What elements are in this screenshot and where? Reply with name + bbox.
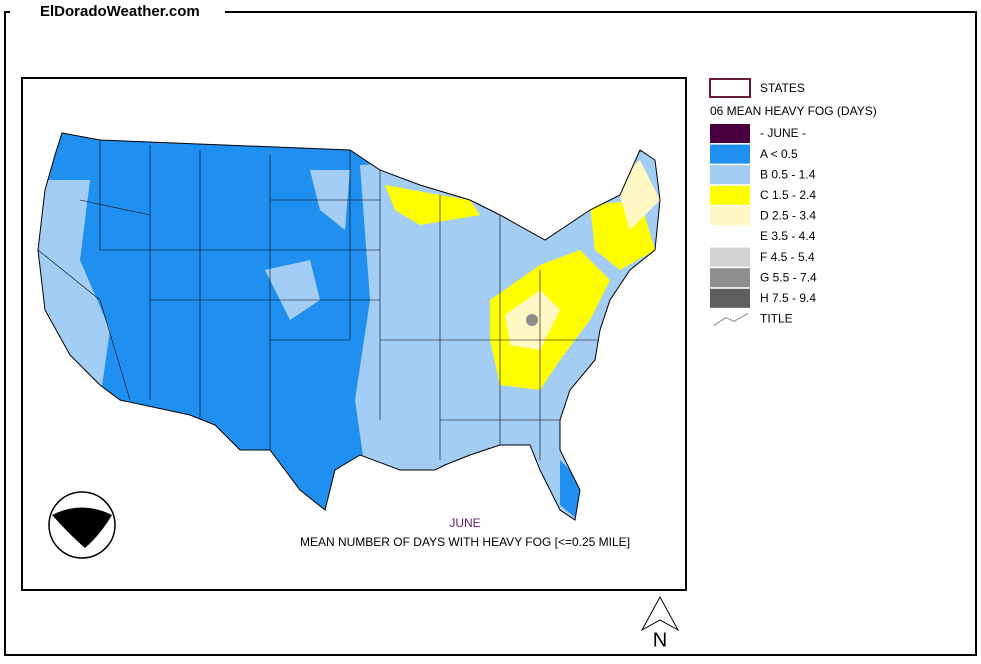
legend-line-label: TITLE bbox=[760, 312, 793, 326]
legend-line-icon bbox=[713, 312, 749, 326]
state-lines bbox=[38, 140, 600, 460]
legend-label: B 0.5 - 1.4 bbox=[760, 167, 816, 181]
legend-swatch bbox=[710, 247, 750, 267]
legend-label: G 5.5 - 7.4 bbox=[760, 270, 817, 284]
legend-label: C 1.5 - 2.4 bbox=[760, 188, 816, 202]
legend-label: A < 0.5 bbox=[760, 147, 798, 161]
states-swatch bbox=[709, 78, 751, 98]
north-label: N bbox=[653, 629, 667, 651]
frame bbox=[4, 11, 977, 656]
legend-label: E 3.5 - 4.4 bbox=[760, 229, 816, 243]
noaa-bird bbox=[52, 507, 112, 548]
map-month: JUNE bbox=[449, 516, 480, 530]
legend-swatch bbox=[710, 227, 750, 246]
legend-swatch bbox=[710, 165, 750, 185]
legend-swatch bbox=[710, 144, 750, 164]
states-label: STATES bbox=[760, 81, 805, 95]
legend-label: F 4.5 - 5.4 bbox=[760, 250, 815, 264]
site-title: ElDoradoWeather.com bbox=[40, 3, 200, 20]
legend-label: D 2.5 - 3.4 bbox=[760, 209, 816, 223]
legend-swatch bbox=[710, 288, 750, 308]
legend-swatch bbox=[710, 185, 750, 205]
legend-swatch bbox=[710, 268, 750, 288]
legend-label: - JUNE - bbox=[760, 126, 806, 140]
legend-swatch bbox=[710, 124, 750, 143]
legend-title: 06 MEAN HEAVY FOG (DAYS) bbox=[710, 104, 877, 118]
legend: - JUNE - A < 0.5 B 0.5 - 1.4 C 1.5 - 2.4 D 2… bbox=[710, 124, 817, 326]
legend-swatch bbox=[710, 206, 750, 226]
north-arrow bbox=[640, 595, 680, 632]
legend-label: H 7.5 - 9.4 bbox=[760, 291, 816, 305]
map-caption: MEAN NUMBER OF DAYS WITH HEAVY FOG [<=0.… bbox=[300, 535, 630, 549]
